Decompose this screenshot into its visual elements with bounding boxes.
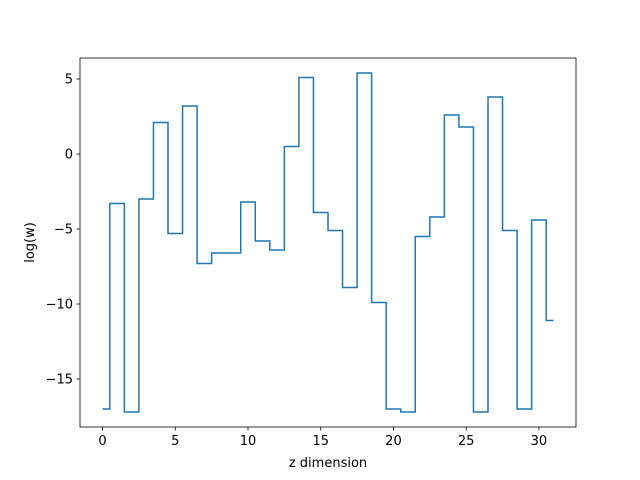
y-tick-label: 0 — [65, 148, 73, 163]
x-tick-label: 25 — [458, 434, 475, 449]
y-tick-label: −10 — [46, 298, 73, 313]
x-tick-label: 0 — [98, 434, 106, 449]
x-axis-label: z dimension — [289, 456, 367, 471]
x-tick-label: 5 — [171, 434, 179, 449]
plot-area — [102, 72, 554, 413]
x-tick-label: 10 — [240, 434, 257, 449]
y-tick-label: −5 — [54, 223, 73, 238]
axes-frame — [79, 57, 577, 428]
y-tick-label: 5 — [65, 73, 73, 88]
y-axis-ticks: −15 −10 −5 0 5 — [46, 73, 80, 388]
x-axis-ticks: 0 5 10 15 20 25 30 — [98, 427, 547, 449]
y-tick-label: −15 — [46, 373, 73, 388]
y-axis-label: log(w) — [23, 222, 38, 263]
x-tick-label: 30 — [531, 434, 548, 449]
x-tick-label: 20 — [385, 434, 402, 449]
x-tick-label: 15 — [312, 434, 329, 449]
series-step-line — [102, 72, 554, 413]
